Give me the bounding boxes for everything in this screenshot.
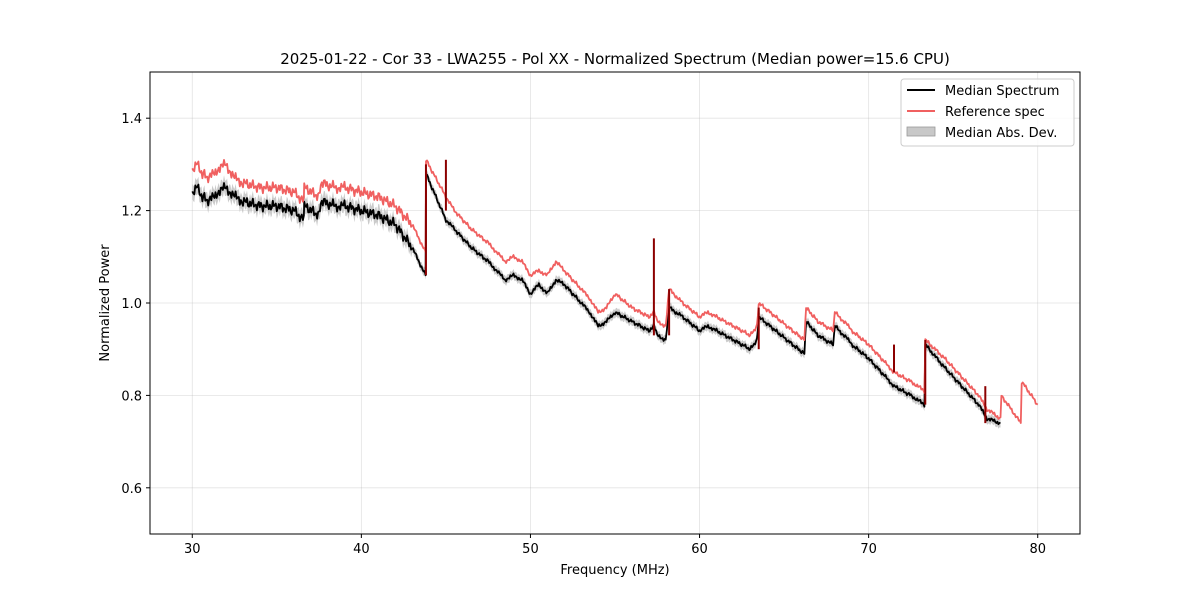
legend-label-reference: Reference spec — [945, 105, 1045, 120]
y-tick-label: 1.2 — [121, 205, 142, 220]
series-reference-spec — [191, 159, 1039, 424]
y-tick-label: 1.0 — [121, 297, 142, 312]
legend-box — [900, 78, 1075, 147]
legend: Median Spectrum Reference spec Median Ab… — [900, 78, 1075, 147]
y-tick-label: 0.8 — [121, 389, 142, 404]
x-tick-label: 60 — [691, 542, 708, 557]
legend-swatch-mad — [906, 126, 936, 137]
y-tick-label: 1.4 — [121, 112, 142, 127]
legend-label-median: Median Spectrum — [945, 84, 1059, 99]
x-tick-label: 70 — [860, 542, 877, 557]
series-median-abs-dev-band — [192, 170, 1001, 429]
x-tick-label: 30 — [184, 542, 201, 557]
chart-title: 2025-01-22 - Cor 33 - LWA255 - Pol XX - … — [280, 50, 950, 68]
y-tick-label: 0.6 — [121, 482, 142, 497]
x-tick-label: 80 — [1029, 542, 1046, 557]
x-tick-label: 50 — [522, 542, 539, 557]
axis-ticks: 30 40 50 60 70 80 0.6 0.8 1.0 1.2 1.4 — [121, 112, 1046, 557]
plot-area — [191, 159, 1039, 429]
legend-label-mad: Median Abs. Dev. — [945, 126, 1057, 141]
y-axis-label: Normalized Power — [98, 244, 113, 362]
series-median-spectrum — [191, 173, 1001, 426]
x-axis-label: Frequency (MHz) — [560, 563, 669, 578]
x-tick-label: 40 — [353, 542, 370, 557]
